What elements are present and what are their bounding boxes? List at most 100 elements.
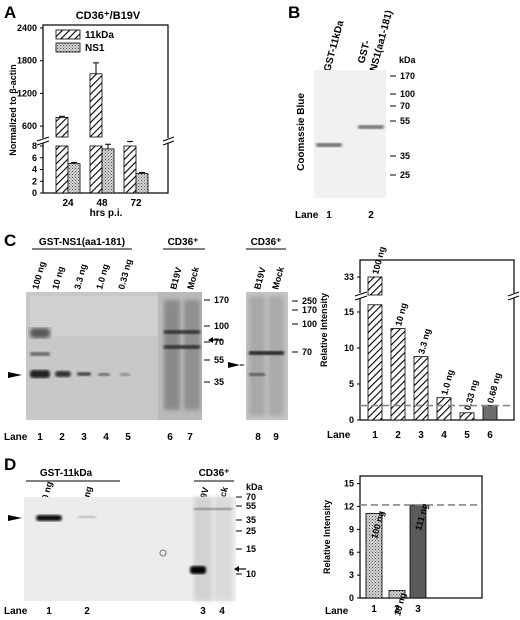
panel-c-band-lane2	[55, 371, 71, 377]
panel-b-lane-2: 2	[368, 210, 374, 221]
panel-c-chart-ylabel: Relative Intensity	[319, 293, 329, 367]
panel-b-marker-label: 25	[400, 170, 410, 180]
panel-d-marker-label: 15	[246, 544, 256, 554]
panel-c-marker-left-label: 55	[214, 355, 224, 365]
panel-c-lane-numbers: 1 2 3 4 5 6 7 8 9	[37, 432, 279, 443]
panel-b-col1-label: GST-11kDa	[322, 19, 346, 73]
panel-c-bar	[390, 328, 406, 421]
panel-c-letter: C	[4, 231, 16, 250]
panel-c-xtick-label: 2	[395, 430, 401, 441]
panel-c-ytick-label: 0	[349, 415, 354, 425]
panel-d-cd36: CD36⁺	[199, 468, 230, 479]
panel-c-bar-lower	[367, 304, 383, 421]
panel-c-ytick-label: 15	[344, 307, 354, 317]
panel-c-cd36-1: CD36⁺	[168, 237, 199, 248]
panel-c-band-lane6	[164, 300, 180, 410]
panel-c-mock-1: Mock	[185, 265, 201, 291]
panel-a-xtick-label: 24	[62, 198, 74, 209]
panel-c-xtick-label: 4	[441, 430, 447, 441]
panel-b-stain-label: Coomassie Blue	[296, 93, 307, 171]
panel-d-lane-1: 1	[46, 606, 52, 617]
panel-c-ytick-label: 10	[344, 343, 354, 353]
panel-c-bar-label: 0.33 ng	[462, 379, 480, 412]
panel-c-lane-word: Lane	[4, 432, 28, 443]
panel-c-lane-number: 7	[187, 432, 193, 443]
panel-a: A CD36⁺/B19V Normalized to β-actin hrs p…	[4, 3, 175, 219]
panel-d-ytick-label: 15	[344, 479, 354, 489]
panel-c-bar	[436, 397, 452, 421]
panel-b-band-lane2	[358, 125, 384, 129]
panel-d-gst-title: GST-11kDa	[40, 468, 93, 479]
bar-11kda-lower	[123, 145, 137, 194]
panel-d-xtick-label: 3	[415, 604, 421, 615]
panel-c-marker-mid-label: 250	[302, 296, 317, 306]
panel-b-markers: 170 100 70 55 35 25	[390, 71, 415, 180]
panel-d-ytick-label: 9	[349, 524, 354, 534]
panel-d-xtick-label: 2	[394, 604, 400, 615]
panel-c-marker-left-label: 170	[214, 295, 229, 305]
panel-c-ytick-label: 5	[349, 379, 354, 389]
panel-c-xtick-label: 3	[418, 430, 424, 441]
panel-b-kda: kDa	[399, 55, 417, 65]
panel-a-xlabel: hrs p.i.	[90, 208, 123, 219]
panel-a-ytick-label: 6	[32, 153, 37, 163]
panel-c-b19v-2: B19V	[252, 266, 267, 290]
panel-c-marker-left-label: 100	[214, 321, 229, 331]
panel-a-ytick-label: 600	[22, 121, 37, 131]
panel-c-lane-number: 2	[59, 432, 65, 443]
panel-a-letter: A	[4, 3, 16, 22]
panel-c-marker-mid-label: 70	[302, 347, 312, 357]
panel-c-chart-xlabel: Lane	[327, 430, 351, 441]
panel-c-lane-number: 6	[167, 432, 173, 443]
panel-c-arrowhead-mid	[228, 362, 240, 368]
panel-d-marker-label: 70	[246, 492, 256, 502]
panel-d-band-lane2	[78, 516, 96, 518]
panel-b-gel	[314, 70, 386, 198]
panel-c-marker-mid-label: 170	[302, 305, 317, 315]
panel-b-lane-1: 1	[326, 210, 332, 221]
panel-b-marker-label: 100	[400, 89, 415, 99]
panel-a-ytick-label: 0	[32, 188, 37, 198]
panel-c-lane-number: 8	[255, 432, 261, 443]
panel-d-ytick-label: 0	[349, 593, 354, 603]
panel-d-lane-2: 2	[84, 606, 90, 617]
panel-c-bar-label: 0.68 ng	[485, 372, 503, 405]
panel-c: C GST-NS1(aa1-181) 100 ng 10 ng 3.3 ng 1.0 …	[4, 231, 520, 443]
panel-a-ylabel: Normalized to β-actin	[8, 64, 18, 156]
panel-c-bar-label: 1.0 ng	[439, 368, 455, 396]
panel-b-letter: B	[288, 3, 300, 22]
panel-d-chart-xlabel: Lane	[325, 606, 349, 617]
panel-b-band-lane1	[316, 143, 342, 147]
panel-d-lane-4: 4	[219, 606, 225, 617]
panel-d-marker-label: 55	[246, 501, 256, 511]
panel-c-marker-left-label: 35	[214, 377, 224, 387]
panel-c-band-lane1	[30, 370, 50, 378]
panel-a-bars: 0 24 6 8 600 1200 1800 2400 24 48 72	[17, 23, 149, 209]
panel-d: D GST-11kDa 100 ng 10 ng CD36⁺ B19V Mock…	[4, 455, 483, 617]
panel-d-ytick-label: 3	[349, 570, 354, 580]
panel-c-arrowhead-left	[8, 372, 22, 378]
panel-c-axis-break	[354, 291, 520, 301]
panel-c-band-lane7	[184, 300, 200, 410]
panel-c-band-lane3	[77, 372, 91, 376]
panel-c-cd36-2: CD36⁺	[251, 237, 282, 248]
bar-11kda	[55, 116, 69, 138]
panel-a-ytick-label: 1800	[17, 56, 37, 66]
panel-c-markers-left: 170 100 70 55 35	[204, 295, 229, 387]
panel-c-bar-label: 10 ng	[393, 302, 409, 327]
panel-a-axis-break	[36, 136, 175, 146]
panel-d-marker-label: 10	[246, 569, 256, 579]
panel-d-xtick-label: 1	[371, 604, 377, 615]
panel-c-marker-left-label: 70	[214, 337, 224, 347]
panel-c-ytick-label: 33	[344, 272, 354, 282]
panel-d-ytick-label: 6	[349, 547, 354, 557]
bar-ns1	[135, 173, 149, 194]
panel-c-band-lane5	[120, 373, 130, 376]
panel-d-lane-3: 3	[200, 606, 206, 617]
panel-a-ytick-label: 2	[32, 176, 37, 186]
bar-ns1	[67, 163, 81, 194]
panel-c-amount: 10 ng	[50, 265, 66, 290]
